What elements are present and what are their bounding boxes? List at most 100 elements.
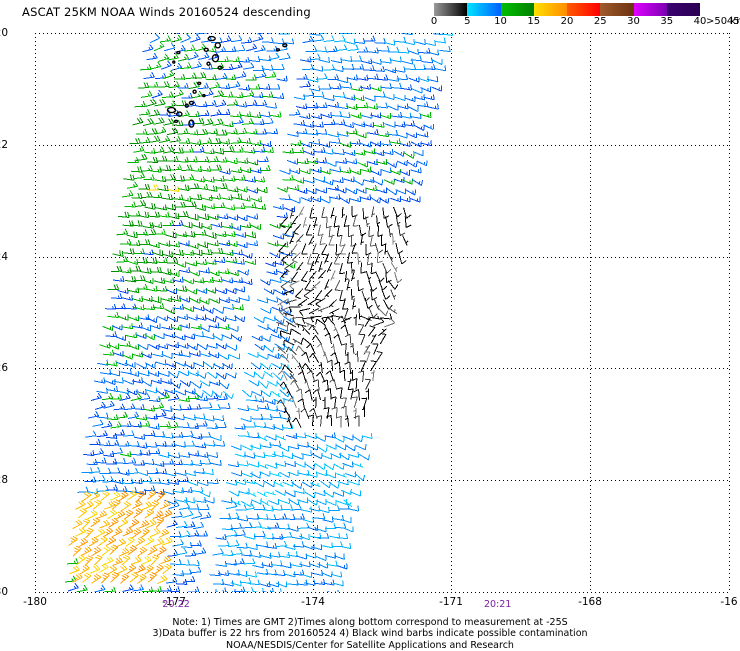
wind-barb [424,94,435,100]
wind-barb [257,187,267,193]
wind-barb [163,118,174,125]
wind-barb [293,418,302,428]
wind-barb [213,415,224,421]
wind-barb [103,350,114,355]
wind-barb [334,437,344,443]
wind-barb [299,309,310,316]
wind-barb [310,353,319,362]
wind-barb [396,243,403,254]
wind-barb [160,586,171,591]
wind-barb [331,270,335,280]
wind-barb [316,290,323,300]
wind-barb [192,222,202,228]
wind-barb [320,84,331,89]
wind-barb [367,48,378,53]
wind-barb [266,435,276,441]
wind-barb [390,138,401,144]
wind-barb [347,280,350,291]
wind-barb [306,433,316,439]
wind-barb-layer [65,33,453,592]
wind-barb [238,270,248,276]
wind-barb [324,464,334,470]
wind-barb [333,491,343,497]
wind-barb [198,52,209,59]
wind-barb [152,250,162,256]
wind-barb [359,454,369,460]
wind-barb [195,204,206,210]
wind-barb [94,585,105,592]
island-outline-17 [198,82,201,84]
wind-barb [196,259,207,264]
wind-barb [405,189,415,195]
wind-barb [108,510,117,519]
wind-barb [80,565,89,574]
wind-barb [345,416,349,427]
wind-barb [412,87,422,93]
wind-barb [210,109,221,116]
wind-barb [366,216,370,227]
y-axis-tick-4: -28 [0,474,8,486]
wind-barb [195,230,206,235]
wind-barb [333,149,344,154]
wind-barb [161,324,172,330]
x-axis-tick-2: -174 [301,596,325,608]
wind-barb [327,263,332,273]
wind-barb [176,231,187,237]
wind-barb [282,250,293,256]
wind-barb [84,501,94,510]
wind-barb [170,382,180,389]
wind-barb [260,280,270,286]
wind-barb [126,304,137,309]
wind-barb [303,517,314,523]
wind-barb [148,424,159,430]
wind-barb [99,520,109,528]
wind-barb [290,281,300,290]
wind-barb [371,370,374,381]
wind-barb [132,118,143,125]
wind-barb [190,567,201,573]
wind-barb [149,212,160,218]
wind-barb [114,430,125,436]
wind-barb [111,266,122,271]
wind-barb [349,226,354,237]
wind-barb [241,501,251,507]
wind-barb [325,333,332,344]
wind-barb [230,580,241,586]
wind-barb [187,344,197,350]
wind-barb [384,179,394,185]
wind-barb [112,250,123,256]
wind-barb [371,86,381,92]
wind-barb [118,519,128,528]
wind-barb [201,249,212,255]
wind-barb [229,491,239,497]
wind-barb [154,42,164,50]
wind-barb [344,95,355,101]
wind-barb [146,99,157,106]
wind-barb [109,370,120,376]
wind-barb [364,36,375,42]
wind-barb [126,537,135,546]
wind-barb [148,572,156,582]
y-axis-tick-2: -24 [0,251,8,263]
wind-barb [204,177,215,183]
wind-barb [128,315,138,321]
wind-barb [187,289,197,295]
wind-barb [360,167,371,173]
wind-barb [185,202,196,207]
wind-barb [347,379,351,390]
wind-barb [422,57,433,63]
wind-barb [328,505,339,510]
wind-barb [195,548,206,554]
wind-barb [331,453,341,459]
wind-barb [157,575,167,583]
wind-barb [239,489,250,495]
wind-barb [376,188,387,194]
wind-barb [230,225,240,231]
wind-barb [344,176,355,182]
wind-barb [127,565,136,574]
wind-barb [287,159,297,165]
wind-barb [213,308,223,314]
wind-barb [273,204,284,210]
wind-barb [161,61,171,69]
